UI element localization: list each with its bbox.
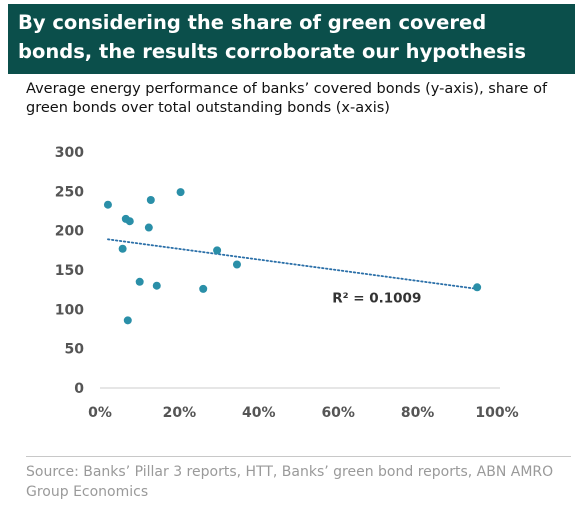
y-tick-label: 100 (55, 302, 84, 318)
scatter-chart: 0 50 100 150 200 250 300 0% 20% 40% 60% 80% 100% R²… (55, 145, 519, 421)
x-tick-label: 100% (475, 405, 518, 421)
data-point (118, 244, 127, 253)
data-point (213, 246, 222, 255)
x-tick-label: 20% (163, 405, 197, 421)
y-tick-label: 250 (55, 184, 84, 200)
x-tick-label: 40% (242, 405, 276, 421)
r-squared-label: R² = 0.1009 (332, 290, 421, 306)
data-point (125, 217, 134, 226)
data-point (152, 281, 161, 290)
data-point (144, 223, 153, 232)
data-point (232, 260, 241, 269)
source-note: Source: Banks’ Pillar 3 reports, HTT, Ba… (26, 464, 554, 500)
data-point (135, 277, 144, 286)
y-tick-label: 0 (74, 381, 84, 397)
chart-title: By considering the share of green covere… (18, 11, 526, 63)
data-point (176, 188, 185, 197)
y-axis-ticks: 0 50 100 150 200 250 300 (55, 145, 84, 397)
chart-header: By considering the share of green covere… (8, 4, 575, 74)
source-divider (26, 456, 571, 457)
data-points (103, 188, 482, 325)
x-tick-label: 60% (321, 405, 355, 421)
data-point (473, 283, 482, 292)
chart-subtitle: Average energy performance of banks’ cov… (26, 81, 548, 116)
data-point (199, 284, 208, 293)
x-axis-ticks: 0% 20% 40% 60% 80% 100% (88, 405, 519, 421)
y-tick-label: 300 (55, 145, 84, 161)
x-tick-label: 0% (88, 405, 112, 421)
y-tick-label: 50 (65, 342, 85, 358)
data-point (146, 195, 155, 204)
data-point (123, 316, 132, 325)
trendline (107, 238, 479, 290)
y-tick-label: 150 (55, 263, 84, 279)
x-tick-label: 80% (401, 405, 435, 421)
data-point (103, 200, 112, 209)
y-tick-label: 200 (55, 224, 84, 240)
